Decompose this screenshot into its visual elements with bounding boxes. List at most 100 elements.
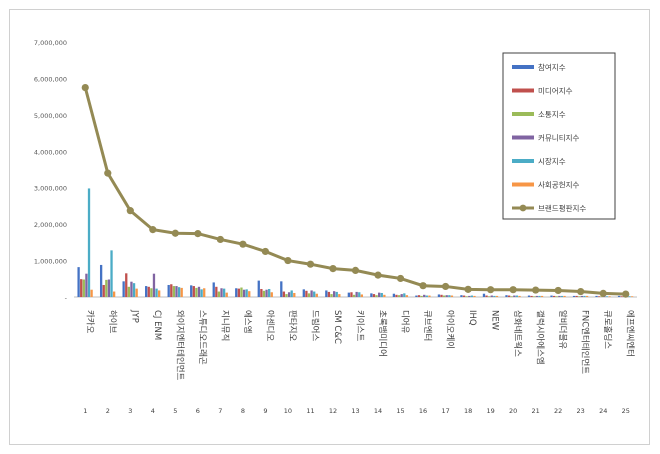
bar bbox=[495, 295, 499, 297]
bar bbox=[392, 293, 396, 297]
bar bbox=[440, 294, 443, 297]
bar bbox=[490, 295, 493, 297]
category-label: FNC엔터테인먼트 bbox=[580, 310, 591, 374]
category-label: IHQ bbox=[467, 310, 477, 326]
bar bbox=[420, 295, 423, 297]
rank-labels: 1 2 3 4 5 6 7 8 9 10 11 12 13 14 15 16 17 18 19 20 21 22 23 24 2… bbox=[83, 407, 630, 415]
bar bbox=[417, 295, 421, 297]
bar bbox=[190, 285, 193, 297]
bar bbox=[558, 295, 561, 297]
bar bbox=[167, 284, 170, 297]
line-point bbox=[81, 83, 89, 92]
y-tick-label: - bbox=[65, 294, 68, 302]
bar bbox=[122, 281, 125, 297]
line-point bbox=[306, 260, 315, 268]
bar bbox=[235, 288, 238, 297]
chart-frame: - 1,000,000 2,000,000 3,000,000 4,000,000 5,0… bbox=[9, 9, 650, 445]
bar bbox=[460, 295, 463, 297]
category-label: JYP bbox=[129, 309, 139, 323]
bar bbox=[330, 294, 333, 297]
bar bbox=[555, 296, 558, 297]
bar bbox=[510, 296, 513, 297]
bar bbox=[415, 295, 418, 297]
bar bbox=[347, 292, 350, 297]
bar bbox=[540, 295, 544, 297]
bar bbox=[572, 295, 576, 297]
bar bbox=[260, 288, 263, 297]
bar bbox=[302, 289, 305, 297]
bar bbox=[222, 288, 226, 297]
bar bbox=[313, 291, 316, 297]
bar bbox=[395, 294, 398, 297]
bar bbox=[237, 288, 240, 297]
bar bbox=[225, 292, 228, 297]
legend-label: 시장지수 bbox=[538, 156, 566, 166]
bar bbox=[352, 294, 356, 297]
bar bbox=[112, 291, 116, 297]
bar bbox=[378, 292, 381, 297]
category-label: 카카오 bbox=[84, 310, 94, 334]
bar bbox=[448, 295, 451, 297]
rank-label: 13 bbox=[351, 407, 359, 415]
bar bbox=[450, 295, 454, 297]
bar bbox=[305, 290, 308, 297]
bar bbox=[107, 279, 111, 297]
bar bbox=[518, 295, 521, 297]
legend-swatch bbox=[512, 135, 534, 140]
rank-label: 23 bbox=[577, 407, 585, 415]
rank-label: 21 bbox=[532, 407, 540, 415]
line-point bbox=[419, 282, 427, 290]
bar bbox=[220, 288, 223, 297]
legend-swatch bbox=[512, 159, 534, 163]
category-label: NEW bbox=[490, 310, 500, 331]
bar bbox=[203, 288, 206, 297]
bar bbox=[360, 294, 363, 297]
bar bbox=[290, 290, 293, 297]
category-label: 에스엠 bbox=[242, 310, 253, 333]
category-label: 에프엔씨엔터 bbox=[625, 310, 636, 357]
bar bbox=[533, 296, 536, 297]
bar bbox=[327, 291, 331, 297]
bar bbox=[175, 286, 178, 297]
rank-label: 15 bbox=[396, 407, 404, 415]
line-point bbox=[554, 286, 562, 295]
bar bbox=[578, 296, 581, 297]
line-point bbox=[396, 274, 405, 283]
bar bbox=[465, 296, 468, 297]
category-label: SM C&C bbox=[332, 310, 342, 344]
bar bbox=[172, 286, 176, 297]
bar bbox=[482, 293, 486, 297]
rank-label: 2 bbox=[106, 407, 110, 415]
line-point bbox=[216, 235, 224, 244]
category-label: 초록뱀미디어 bbox=[377, 310, 388, 357]
bar bbox=[212, 282, 215, 297]
bar bbox=[563, 295, 566, 297]
bar bbox=[285, 294, 288, 297]
bar bbox=[358, 292, 361, 297]
y-tick-label: 6,000,000 bbox=[34, 75, 67, 83]
bar bbox=[513, 295, 516, 297]
line-point bbox=[171, 229, 179, 237]
bar bbox=[375, 295, 378, 297]
bar bbox=[397, 295, 401, 297]
bar bbox=[215, 286, 218, 297]
bar bbox=[315, 293, 318, 297]
line-series-group bbox=[81, 83, 630, 298]
bar bbox=[470, 295, 473, 297]
bar bbox=[282, 291, 286, 297]
bar bbox=[493, 295, 496, 297]
line-point bbox=[622, 290, 630, 298]
rank-label: 17 bbox=[441, 407, 449, 415]
line-point bbox=[532, 286, 540, 294]
bar bbox=[485, 295, 488, 297]
bar bbox=[575, 295, 578, 297]
bar bbox=[268, 288, 271, 297]
bar bbox=[332, 291, 336, 297]
line-point bbox=[351, 266, 360, 275]
line-point bbox=[329, 264, 337, 273]
rank-label: 9 bbox=[263, 407, 267, 415]
bar bbox=[595, 295, 598, 297]
bar bbox=[77, 267, 80, 297]
bar bbox=[287, 292, 291, 297]
